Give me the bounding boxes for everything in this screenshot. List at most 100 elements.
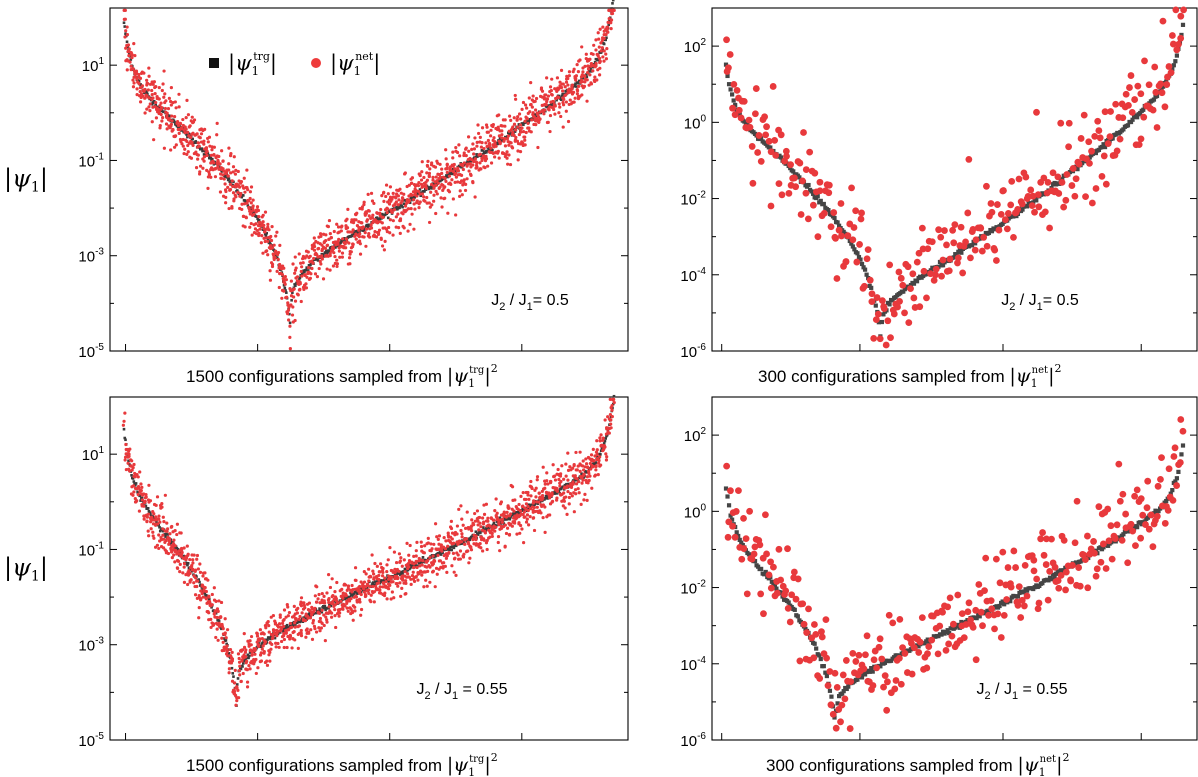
network-point — [392, 596, 396, 600]
network-point — [792, 183, 800, 191]
target-point — [208, 597, 211, 601]
network-point — [1137, 90, 1145, 98]
network-point — [1034, 191, 1042, 199]
network-point — [338, 611, 342, 615]
network-point — [816, 187, 824, 195]
network-point — [226, 174, 230, 178]
network-point — [191, 143, 195, 148]
network-point — [420, 192, 425, 196]
network-point — [396, 203, 400, 207]
network-point — [476, 123, 480, 127]
network-point — [240, 207, 244, 212]
network-point — [318, 629, 322, 633]
network-point — [384, 580, 388, 584]
network-point — [362, 235, 366, 239]
network-point — [937, 233, 945, 241]
network-point — [519, 117, 523, 121]
network-point — [430, 547, 434, 551]
network-point — [265, 249, 269, 253]
network-point — [304, 282, 308, 286]
network-point — [446, 531, 450, 535]
network-point — [230, 179, 234, 183]
network-point — [215, 616, 219, 620]
network-point — [162, 520, 166, 524]
network-point — [529, 494, 533, 498]
target-point — [320, 610, 324, 614]
network-point — [589, 467, 593, 471]
network-point — [335, 262, 340, 266]
network-point — [370, 553, 374, 557]
network-point — [328, 254, 332, 258]
network-point — [148, 499, 153, 503]
network-point — [358, 600, 362, 604]
network-point — [935, 226, 943, 234]
network-point — [195, 553, 200, 558]
target-point — [245, 656, 249, 660]
network-point — [355, 211, 359, 215]
target-point — [284, 289, 287, 292]
network-point — [1165, 63, 1173, 70]
network-point — [460, 517, 464, 521]
target-point — [555, 98, 558, 102]
target-point — [401, 572, 404, 575]
network-point — [215, 627, 219, 631]
target-point — [300, 619, 303, 623]
network-point — [757, 157, 765, 165]
target-point — [308, 611, 312, 615]
plot-frame — [109, 396, 629, 741]
network-point — [335, 258, 339, 262]
target-point — [439, 553, 443, 556]
network-point — [161, 515, 165, 519]
network-point — [386, 587, 391, 591]
target-point — [611, 0, 615, 2]
network-point — [293, 299, 298, 303]
target-point — [481, 149, 484, 152]
network-point — [573, 96, 577, 100]
network-point — [249, 634, 254, 639]
target-point — [164, 532, 168, 536]
network-point — [289, 303, 293, 307]
network-point — [430, 161, 434, 165]
target-point — [140, 496, 144, 500]
target-point — [224, 639, 228, 642]
network-point — [398, 559, 403, 563]
network-point — [267, 624, 271, 628]
target-point — [124, 32, 127, 36]
network-point — [504, 152, 508, 157]
network-point — [983, 182, 990, 190]
network-point — [585, 71, 590, 75]
network-point — [447, 190, 452, 194]
network-point — [493, 140, 497, 144]
network-point — [503, 118, 507, 122]
network-point — [431, 175, 435, 179]
network-point — [157, 97, 161, 101]
network-point — [357, 235, 362, 239]
network-point — [941, 227, 948, 234]
network-point — [245, 685, 250, 689]
network-point — [397, 198, 401, 202]
network-point — [528, 515, 532, 519]
network-point — [403, 171, 407, 175]
network-point — [396, 194, 400, 198]
network-point — [327, 218, 332, 223]
network-point — [775, 180, 783, 188]
network-point — [233, 172, 238, 176]
network-point — [428, 555, 432, 560]
network-point — [584, 462, 589, 466]
target-point — [325, 250, 328, 253]
network-point — [486, 164, 490, 168]
network-point — [308, 254, 312, 258]
network-point — [335, 580, 339, 585]
network-point — [195, 579, 200, 583]
network-point — [282, 278, 286, 282]
network-point — [591, 69, 595, 73]
network-point — [602, 36, 606, 40]
network-point — [299, 604, 304, 608]
network-point — [1014, 205, 1022, 213]
target-point — [837, 223, 842, 228]
network-point — [762, 131, 770, 139]
network-point — [327, 601, 331, 605]
network-point — [520, 126, 524, 130]
network-point — [169, 547, 173, 552]
target-point — [811, 191, 816, 196]
